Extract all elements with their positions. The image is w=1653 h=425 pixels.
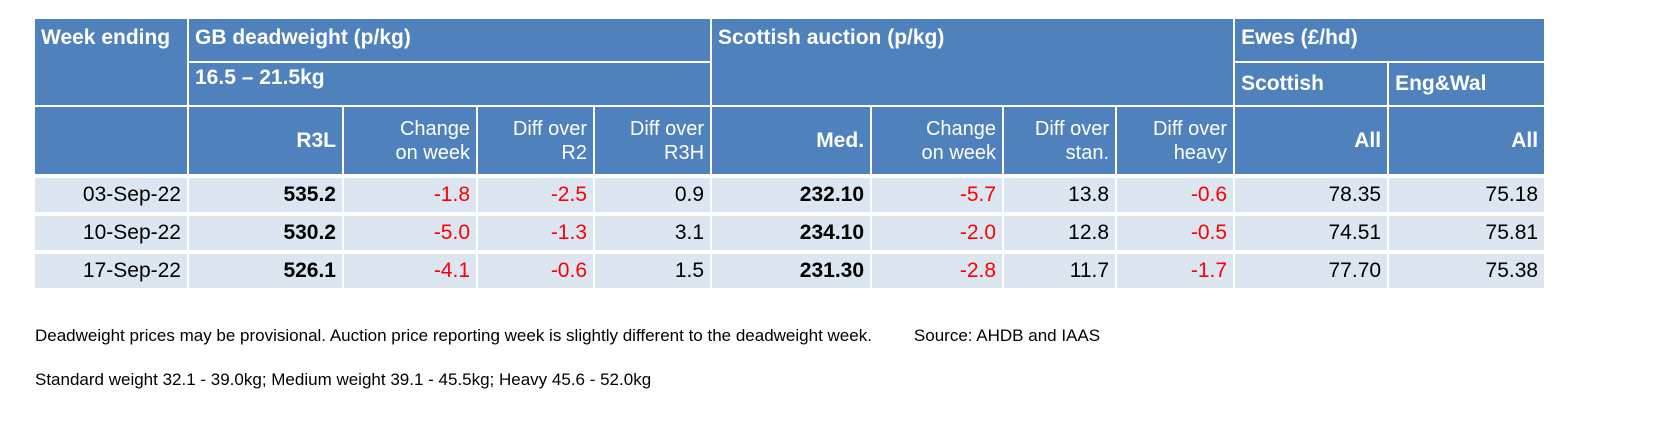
week-cell: 10-Sep-22 [33,212,189,252]
table-row: 17-Sep-22 526.1 -4.1 -0.6 1.5 231.30 -2.… [33,250,1547,288]
scottish-auction-header: Scottish auction (p/kg) [710,17,1236,107]
source-note: Source: AHDB and IAAS [913,326,1101,345]
sheep-prices-table: Week ending GB deadweight (p/kg) Scottis… [33,17,1547,288]
engwal-all-header: All [1387,105,1547,177]
diff-heavy-cell: -1.7 [1115,250,1236,288]
scottish-ewes-cell: 78.35 [1233,174,1390,214]
diff-r2-header: Diff over R2 [476,105,595,177]
auction-change-cell: -2.0 [870,212,1005,252]
week-cell: 03-Sep-22 [33,174,189,214]
week-cell: 17-Sep-22 [33,250,189,288]
gb-weight-range: 16.5 – 21.5kg [186,61,713,107]
weight-note: Standard weight 32.1 - 39.0kg; Medium we… [35,370,652,389]
diff-heavy-header: Diff over heavy [1115,105,1236,177]
ewes-header: Ewes (£/hd) [1233,17,1547,63]
diff-r3h-cell: 0.9 [592,174,713,214]
med-header: Med. [710,105,873,177]
ewes-scottish-header: Scottish [1233,61,1390,107]
diff-heavy-cell: -0.5 [1115,212,1236,252]
provisional-note: Deadweight prices may be provisional. Au… [35,326,1101,345]
med-cell: 234.10 [710,212,873,252]
diff-stan-cell: 12.8 [1002,212,1118,252]
r3l-header: R3L [187,105,344,177]
diff-r3h-header: Diff over R3H [592,105,713,177]
week-ending-header: Week ending [33,17,189,107]
change-cell: -5.0 [342,212,478,252]
scottish-ewes-cell: 77.70 [1233,250,1390,288]
diff-stan-cell: 13.8 [1002,174,1118,214]
med-cell: 231.30 [710,250,873,288]
scottish-ewes-cell: 74.51 [1233,212,1390,252]
engwal-ewes-cell: 75.81 [1387,212,1547,252]
r3l-cell: 530.2 [187,212,344,252]
ewes-engwal-header: Eng&Wal [1387,61,1547,107]
diff-r3h-cell: 3.1 [592,212,713,252]
auction-change-header: Change on week [870,105,1005,177]
diff-r2-cell: -2.5 [476,174,595,214]
table-row: 10-Sep-22 530.2 -5.0 -1.3 3.1 234.10 -2.… [33,212,1547,252]
auction-change-cell: -5.7 [870,174,1005,214]
r3l-cell: 535.2 [187,174,344,214]
change-cell: -1.8 [342,174,478,214]
auction-change-cell: -2.8 [870,250,1005,288]
engwal-ewes-cell: 75.38 [1387,250,1547,288]
engwal-ewes-cell: 75.18 [1387,174,1547,214]
diff-r3h-cell: 1.5 [592,250,713,288]
diff-stan-cell: 11.7 [1002,250,1118,288]
diff-r2-cell: -1.3 [476,212,595,252]
diff-heavy-cell: -0.6 [1115,174,1236,214]
med-cell: 232.10 [710,174,873,214]
scottish-all-header: All [1233,105,1390,177]
diff-stan-header: Diff over stan. [1002,105,1118,177]
table-row: 03-Sep-22 535.2 -1.8 -2.5 0.9 232.10 -5.… [33,174,1547,214]
gb-deadweight-header: GB deadweight (p/kg) [186,17,713,63]
diff-r2-cell: -0.6 [476,250,595,288]
r3l-cell: 526.1 [187,250,344,288]
change-on-week-header: Change on week [342,105,478,177]
week-sub-blank [33,105,189,177]
change-cell: -4.1 [342,250,478,288]
